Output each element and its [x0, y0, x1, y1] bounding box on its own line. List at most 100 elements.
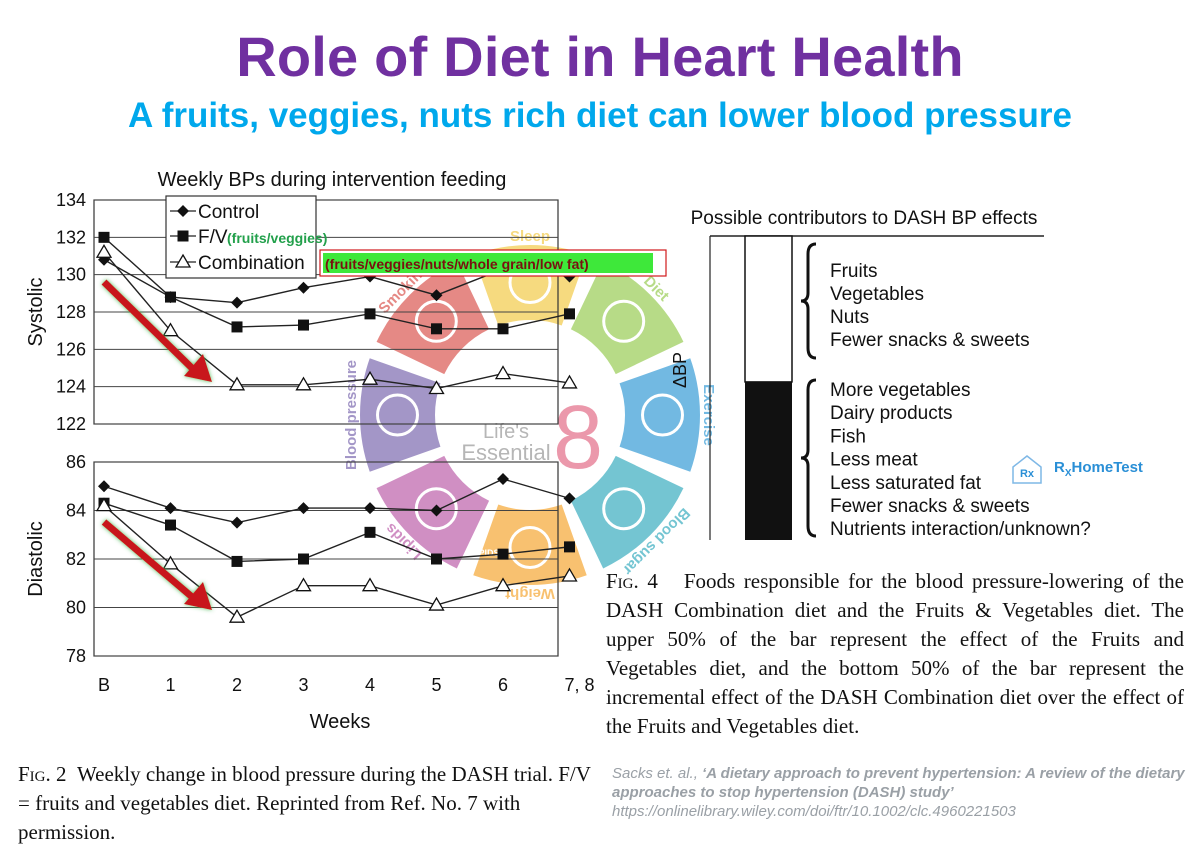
- point-control: [430, 504, 443, 517]
- point-combination: [361, 370, 379, 385]
- le8-segment-blood-sugar: [570, 455, 684, 569]
- point-fv: [165, 519, 176, 531]
- diastolic-axis-label: Diastolic: [25, 521, 47, 597]
- x-tick-label: 6: [498, 675, 508, 695]
- le8-segment-smoking: [376, 261, 490, 375]
- point-combination: [361, 577, 379, 592]
- dash-contributors-chart: Possible contributors to DASH BP effects…: [670, 208, 1091, 540]
- dash-brace-lower: [800, 378, 817, 538]
- point-control: [98, 480, 110, 493]
- point-control: [497, 472, 509, 485]
- point-fv: [231, 555, 243, 567]
- point-combination: [428, 380, 445, 395]
- fig2-caption: Fig. 2 Weekly change in blood pressure d…: [18, 760, 598, 847]
- legend-marker-combination: [174, 253, 192, 268]
- diastolic-tick-label: 84: [66, 501, 86, 521]
- diastolic-tick-label: 78: [66, 646, 86, 666]
- dash-brace-upper: [800, 242, 817, 360]
- point-control: [297, 502, 310, 515]
- trend-arrow-head: [184, 582, 212, 610]
- le8-segment-icon: [414, 487, 458, 531]
- le8-segment-label: Blood pressure: [343, 360, 360, 470]
- systolic-tick-label: 130: [56, 265, 86, 285]
- point-control: [364, 502, 376, 515]
- rx-house-icon: Rx: [1012, 455, 1042, 484]
- fig4-caption: Fig. 4 Foods responsible for the blood p…: [606, 567, 1184, 741]
- citation-url[interactable]: https://onlinelibrary.wiley.com/doi/ftr/…: [612, 803, 1016, 820]
- point-fv: [497, 548, 509, 560]
- systolic-tick-label: 128: [56, 302, 86, 322]
- x-tick-label: 1: [165, 675, 175, 695]
- le8-segment-label: Weight: [505, 585, 555, 602]
- legend-entry: Control: [198, 202, 259, 223]
- legend-entry: Combination: [198, 253, 305, 274]
- le8-center-line: Essential: [461, 440, 550, 465]
- page-subtitle: A fruits, veggies, nuts rich diet can lo…: [128, 96, 1072, 135]
- legend-note-fv: (fruits/veggies): [227, 230, 327, 246]
- rx-icon-text: Rx: [1020, 468, 1035, 480]
- diastolic-tick-label: 86: [66, 452, 86, 472]
- point-combination: [95, 497, 113, 512]
- dash-lower-item: Less meat: [830, 450, 918, 471]
- legend-marker-fv: [177, 230, 189, 242]
- point-control: [231, 296, 243, 309]
- systolic-trend-arrow: [101, 279, 212, 382]
- x-tick-label: 4: [365, 675, 375, 695]
- x-tick-label: 5: [431, 675, 441, 695]
- point-fv: [431, 553, 442, 565]
- le8-segment-label: Exercise: [700, 384, 717, 446]
- point-fv: [98, 231, 110, 243]
- citation-authors: Sacks et. al.,: [612, 765, 703, 782]
- legend-marker-control: [177, 205, 189, 217]
- rx-label-text: HomeTest: [1071, 459, 1143, 476]
- dash-upper-item: Nuts: [830, 307, 869, 328]
- diastolic-series-f-v: [103, 502, 570, 563]
- rx-label-sub: X: [1064, 468, 1072, 479]
- dash-lower-item: Fish: [830, 426, 866, 447]
- le8-segment-icon: [508, 526, 552, 569]
- legend-box: [165, 195, 317, 279]
- trend-arrow-head: [184, 354, 212, 382]
- rx-label-prefix: R: [1054, 459, 1065, 476]
- diastolic-tick-label: 82: [66, 549, 86, 569]
- point-combination: [228, 376, 246, 391]
- dash-bar-upper: [744, 235, 793, 383]
- point-control: [164, 502, 177, 515]
- systolic-axis-label: Systolic: [25, 278, 47, 347]
- legend-note-combination: (fruits/veggies/nuts/whole grain/low fat…: [325, 256, 589, 272]
- dash-lower-item: Dairy products: [830, 403, 953, 424]
- dash-lower-item: Less saturated fat: [830, 473, 982, 494]
- diastolic-tick-label: 80: [66, 598, 86, 618]
- systolic-tick-label: 122: [56, 414, 86, 434]
- point-combination: [162, 322, 179, 337]
- point-fv: [497, 323, 509, 335]
- le8-segment-icon: [414, 299, 458, 343]
- dash-upper-item: Vegetables: [830, 284, 924, 305]
- point-combination: [561, 374, 578, 389]
- le8-center-line: Life's: [483, 421, 529, 443]
- point-fv: [165, 291, 176, 303]
- dash-bar-lower: [745, 381, 792, 540]
- point-fv: [298, 553, 309, 565]
- le8-lipids-badge: LIPIDS: [470, 548, 499, 558]
- x-axis-label: Weeks: [310, 711, 371, 733]
- dash-upper-item: Fewer snacks & sweets: [830, 330, 1030, 351]
- systolic-series-combination: [103, 251, 570, 390]
- le8-segment-exercise: [619, 358, 700, 472]
- bp-chart-title: Weekly BPs during intervention feeding: [158, 169, 507, 191]
- dash-lower-item: More vegetables: [830, 380, 970, 401]
- point-combination: [228, 608, 246, 623]
- fig2-text: Weekly change in blood pressure during t…: [18, 762, 591, 844]
- diastolic-trend-arrow: [101, 519, 212, 610]
- le8-segment-icon: [602, 487, 646, 531]
- weekly-bp-chart: Weekly BPs during intervention feeding 12…: [25, 169, 667, 733]
- rx-label: RXHomeTest: [1054, 459, 1143, 479]
- fig4-text: Foods responsible for the blood pressure…: [606, 569, 1184, 738]
- systolic-tick-label: 124: [56, 377, 86, 397]
- dash-upper-item: Fruits: [830, 261, 878, 282]
- point-fv: [364, 308, 376, 320]
- systolic-tick-label: 132: [56, 227, 86, 247]
- le8-segment-icon: [641, 393, 684, 437]
- systolic-tick-label: 126: [56, 339, 86, 359]
